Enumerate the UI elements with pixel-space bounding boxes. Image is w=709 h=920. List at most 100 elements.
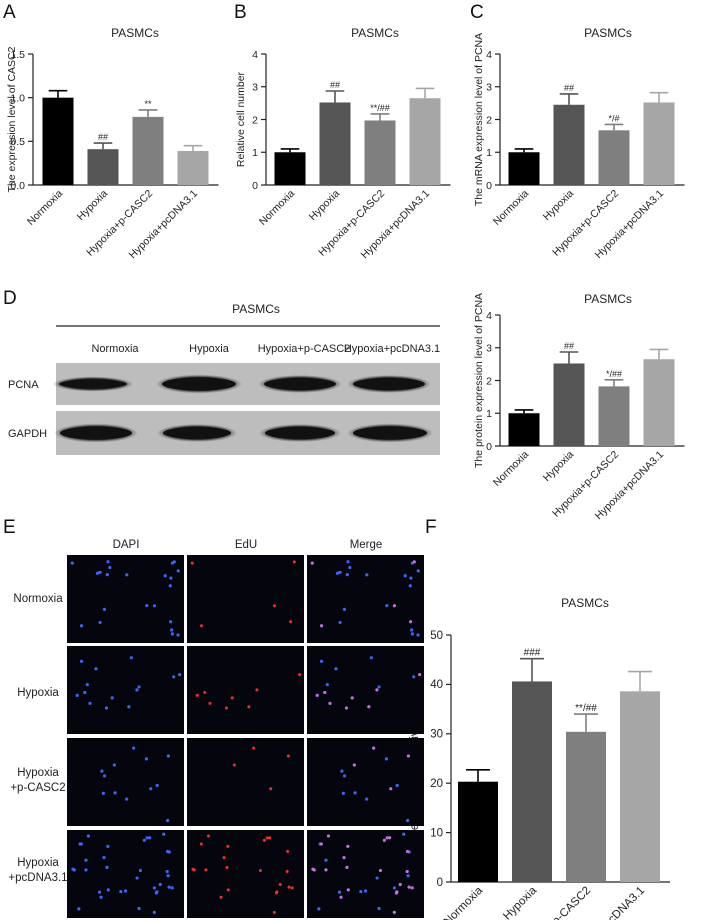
edu-dot	[389, 787, 393, 791]
nucleus-dot	[106, 844, 110, 848]
edu-dot	[203, 691, 207, 695]
edu-dot	[232, 763, 236, 767]
nucleus-dot	[317, 907, 321, 911]
chart-d-title: PASMCs	[584, 292, 632, 306]
edu-dot	[378, 868, 382, 872]
y-tick-label: 0.0	[10, 180, 25, 192]
nucleus-dot	[125, 573, 129, 577]
y-tick-label: 2	[486, 114, 492, 126]
nucleus-dot	[406, 874, 410, 878]
edu-dot	[310, 561, 314, 565]
edu-dot	[328, 701, 332, 705]
edu-dot	[204, 868, 208, 872]
nucleus-dot	[377, 685, 381, 689]
panel-letter-d: D	[3, 288, 17, 309]
y-tick-label: 3	[486, 343, 492, 355]
edu-dot	[278, 883, 282, 887]
panel-letter-a: A	[3, 2, 16, 23]
nucleus-dot	[72, 868, 76, 872]
edu-dot	[225, 865, 229, 869]
y-tick-label: 0	[486, 180, 492, 192]
nucleus-dot	[129, 656, 133, 660]
edu-dot	[219, 895, 223, 899]
edu-dot	[398, 883, 402, 887]
micro-row-pcdna-line2: +pcDNA3.1	[8, 872, 67, 884]
nucleus-dot	[338, 620, 342, 625]
edu-dot	[367, 705, 371, 709]
y-tick-label: 1	[252, 147, 258, 159]
nucleus-dot	[166, 754, 170, 758]
nucleus-dot	[97, 890, 102, 894]
nucleus-dot	[384, 757, 388, 761]
micro-col-edu: EdU	[235, 539, 257, 551]
micro-tile-dapi	[67, 738, 184, 826]
micro-tile-dapi	[67, 555, 184, 643]
nucleus-dot	[104, 706, 109, 710]
y-tick-label: 40	[430, 679, 443, 691]
nucleus-dot	[148, 836, 152, 840]
nucleus-dot	[135, 876, 139, 880]
nucleus-dot	[70, 561, 74, 565]
edu-dot	[269, 787, 273, 791]
edu-dot	[326, 834, 330, 838]
nucleus-dot	[409, 576, 413, 580]
nucleus-dot	[325, 682, 329, 687]
nucleus-dot	[165, 869, 169, 874]
nucleus-dot	[335, 571, 340, 575]
edu-dot	[346, 888, 350, 892]
edu-dot	[395, 890, 399, 894]
edu-dot	[190, 561, 194, 565]
micro-tile-edu	[187, 555, 304, 643]
edu-dot	[289, 620, 293, 624]
significance-label: ###	[524, 648, 541, 659]
edu-dot	[286, 850, 290, 854]
nucleus-dot	[342, 774, 347, 778]
bar-hypoxia	[553, 104, 585, 185]
edu-dot	[350, 696, 354, 700]
y-tick-label: 2	[486, 375, 492, 387]
bar-hypoxia-p-casc2	[364, 120, 396, 185]
nucleus-dot	[353, 791, 357, 795]
nucleus-dot	[377, 906, 381, 911]
panel-letter-c: C	[470, 2, 484, 23]
nucleus-dot	[416, 633, 420, 637]
y-tick-label: 0.5	[10, 136, 25, 148]
significance-label: ##	[564, 341, 574, 351]
nucleus-dot	[137, 685, 141, 689]
blot-band-core	[162, 377, 236, 391]
bar-hypoxia-p-casc2	[598, 130, 630, 185]
nucleus-dot	[88, 701, 92, 705]
nucleus-dot	[98, 570, 102, 574]
micro-tile-dapi	[67, 830, 184, 918]
nucleus-dot	[145, 836, 149, 840]
nucleus-dot	[84, 868, 88, 872]
y-tick-label: 10	[430, 827, 443, 839]
significance-label: **/##	[370, 103, 390, 113]
chart-b-title: PASMCs	[351, 26, 399, 40]
edu-dot	[323, 691, 327, 695]
bar-hypoxia-pcdna3-1	[409, 98, 441, 185]
nucleus-dot	[142, 838, 146, 842]
edu-dot	[372, 746, 376, 750]
y-tick-label: 20	[430, 778, 443, 790]
nucleus-dot	[168, 584, 172, 588]
edu-dot	[262, 838, 266, 842]
edu-dot	[286, 754, 290, 758]
edu-dot	[268, 836, 272, 840]
bar-hypoxia	[512, 681, 552, 882]
edu-dot	[406, 754, 410, 758]
chart-a-title: PASMCs	[111, 26, 159, 40]
micro-row-normoxia: Normoxia	[13, 593, 63, 605]
edu-dot	[312, 868, 316, 872]
nucleus-dot	[127, 705, 131, 709]
bar-hypoxia	[319, 102, 351, 185]
nucleus-dot	[172, 675, 176, 679]
western-blot: PASMCs Normoxia Hypoxia Hypoxia+p-CASC2 …	[8, 302, 440, 455]
edu-dot	[339, 895, 343, 899]
nucleus-dot	[385, 604, 389, 608]
nucleus-dot	[98, 620, 102, 625]
nucleus-dot	[170, 561, 175, 565]
y-tick-label: 2	[252, 114, 258, 126]
nucleus-dot	[324, 858, 328, 862]
edu-dot	[345, 865, 349, 869]
